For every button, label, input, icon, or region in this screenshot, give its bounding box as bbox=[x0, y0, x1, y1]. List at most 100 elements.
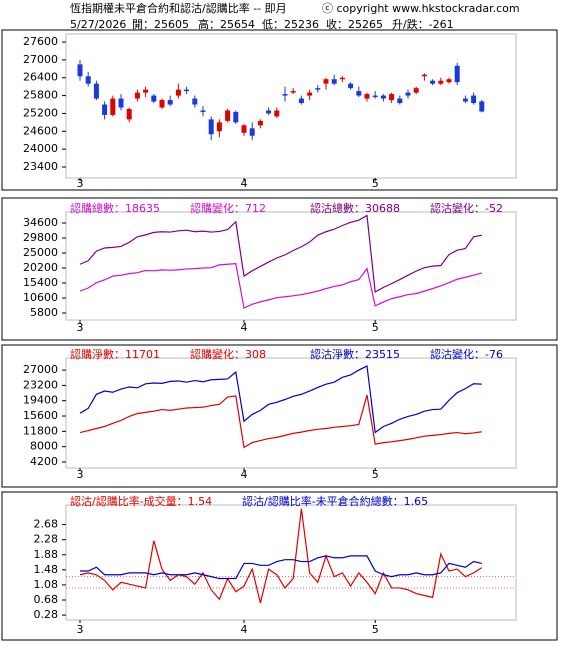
y-tick-label: 25200 bbox=[23, 106, 58, 119]
y-tick-label: 8000 bbox=[30, 440, 58, 453]
candle-body bbox=[200, 110, 206, 112]
candle-body bbox=[241, 125, 247, 133]
candle-body bbox=[307, 92, 313, 96]
candle-body bbox=[380, 95, 386, 99]
candle-body bbox=[282, 94, 288, 96]
candle-body bbox=[184, 89, 190, 92]
y-tick-label: 25800 bbox=[23, 89, 58, 102]
candle-body bbox=[479, 101, 485, 112]
candle-body bbox=[274, 110, 280, 117]
chart-title: 恆指期權未平倉合約和認沽/認購比率 -- 即月 bbox=[70, 1, 287, 15]
x-tick-label: 4 bbox=[241, 468, 248, 481]
panel-frame bbox=[1, 29, 558, 191]
candle-body bbox=[290, 91, 296, 93]
y-tick-label: 23200 bbox=[23, 378, 58, 391]
legend-entry: 認沽變化：-52 bbox=[430, 201, 503, 215]
y-tick-label: 2.28 bbox=[34, 533, 59, 546]
plot-area bbox=[65, 357, 517, 469]
legend-entry: 認購總數：18635 bbox=[70, 201, 160, 215]
plot-area bbox=[65, 33, 517, 179]
candle-body bbox=[249, 128, 255, 136]
candle-body bbox=[348, 83, 354, 89]
candle-body bbox=[167, 100, 173, 105]
x-tick-label: 5 bbox=[372, 468, 379, 481]
copyright: ⓒ copyright www.hkstockradar.com bbox=[322, 2, 520, 15]
x-tick-label: 3 bbox=[77, 468, 84, 481]
candle-body bbox=[102, 104, 108, 115]
info-item: 收：25265 bbox=[326, 17, 383, 31]
candle-body bbox=[85, 76, 91, 84]
x-tick-label: 3 bbox=[77, 623, 84, 636]
plot-area bbox=[65, 211, 517, 321]
candle-body bbox=[364, 94, 370, 99]
candle-body bbox=[339, 77, 345, 80]
y-tick-label: 23400 bbox=[23, 160, 58, 173]
candle-body bbox=[462, 98, 468, 102]
candle-body bbox=[110, 98, 116, 115]
y-tick-label: 2.68 bbox=[34, 518, 59, 531]
candle-body bbox=[151, 95, 157, 102]
legend-entry: 認購變化：308 bbox=[190, 347, 266, 361]
candle-body bbox=[192, 98, 198, 105]
series-line bbox=[79, 262, 482, 309]
legend-entry: 認沽/認購比率-成交量：1.54 bbox=[70, 494, 212, 508]
legend-entry: 認購淨數：11701 bbox=[70, 347, 160, 361]
info-item: 5/27/2026 bbox=[70, 18, 126, 31]
y-tick-label: 27000 bbox=[23, 53, 58, 66]
candle-body bbox=[266, 110, 272, 114]
y-tick-label: 25000 bbox=[23, 246, 58, 259]
candle-body bbox=[143, 89, 149, 93]
candle-body bbox=[159, 100, 165, 108]
info-item: 高：25654 bbox=[198, 17, 255, 31]
candle-body bbox=[323, 79, 329, 84]
candle-body bbox=[421, 74, 427, 77]
series-line bbox=[79, 365, 482, 434]
legend-entry: 認沽/認購比率-未平倉合約總數：1.65 bbox=[242, 494, 428, 508]
y-tick-label: 15400 bbox=[23, 276, 58, 289]
candle-body bbox=[225, 110, 231, 121]
y-tick-label: 34600 bbox=[23, 216, 58, 229]
candle-body bbox=[126, 108, 132, 120]
series-line bbox=[79, 508, 483, 604]
y-tick-label: 1.48 bbox=[34, 563, 59, 576]
candle-body bbox=[471, 95, 477, 104]
y-tick-label: 0.28 bbox=[34, 608, 59, 621]
candle-body bbox=[405, 92, 411, 96]
candle-body bbox=[175, 89, 181, 96]
x-tick-label: 4 bbox=[241, 177, 248, 190]
y-tick-label: 26400 bbox=[23, 71, 58, 84]
candle-body bbox=[331, 79, 337, 84]
panel-frame bbox=[1, 344, 558, 488]
x-tick-label: 5 bbox=[372, 321, 379, 334]
info-item: 升/跌：-261 bbox=[392, 17, 454, 31]
candle-body bbox=[208, 119, 214, 135]
series-line bbox=[79, 214, 482, 294]
y-tick-label: 0.68 bbox=[34, 593, 59, 606]
legend-entry: 認購變化：712 bbox=[190, 201, 266, 215]
y-tick-label: 10600 bbox=[23, 291, 58, 304]
plot-area bbox=[65, 504, 517, 621]
x-tick-label: 3 bbox=[77, 177, 84, 190]
candle-body bbox=[315, 88, 321, 90]
candle-body bbox=[438, 80, 444, 84]
candle-body bbox=[118, 98, 124, 108]
y-tick-label: 1.08 bbox=[34, 578, 59, 591]
y-tick-label: 27000 bbox=[23, 363, 58, 376]
series-line bbox=[79, 394, 482, 449]
panel-frame bbox=[1, 197, 558, 341]
y-tick-label: 24000 bbox=[23, 142, 58, 155]
candle-body bbox=[430, 80, 436, 84]
y-tick-label: 5800 bbox=[30, 306, 58, 319]
candle-body bbox=[446, 79, 452, 83]
panel-frame bbox=[1, 491, 558, 641]
candle-body bbox=[257, 120, 263, 126]
info-item: 開：25605 bbox=[132, 18, 189, 31]
y-tick-label: 15600 bbox=[23, 409, 58, 422]
x-tick-label: 4 bbox=[241, 321, 248, 334]
x-tick-label: 3 bbox=[77, 321, 84, 334]
candle-body bbox=[93, 83, 99, 99]
x-tick-label: 5 bbox=[372, 177, 379, 190]
y-tick-label: 4200 bbox=[30, 455, 58, 468]
legend-entry: 認沽總數：30688 bbox=[310, 201, 400, 215]
